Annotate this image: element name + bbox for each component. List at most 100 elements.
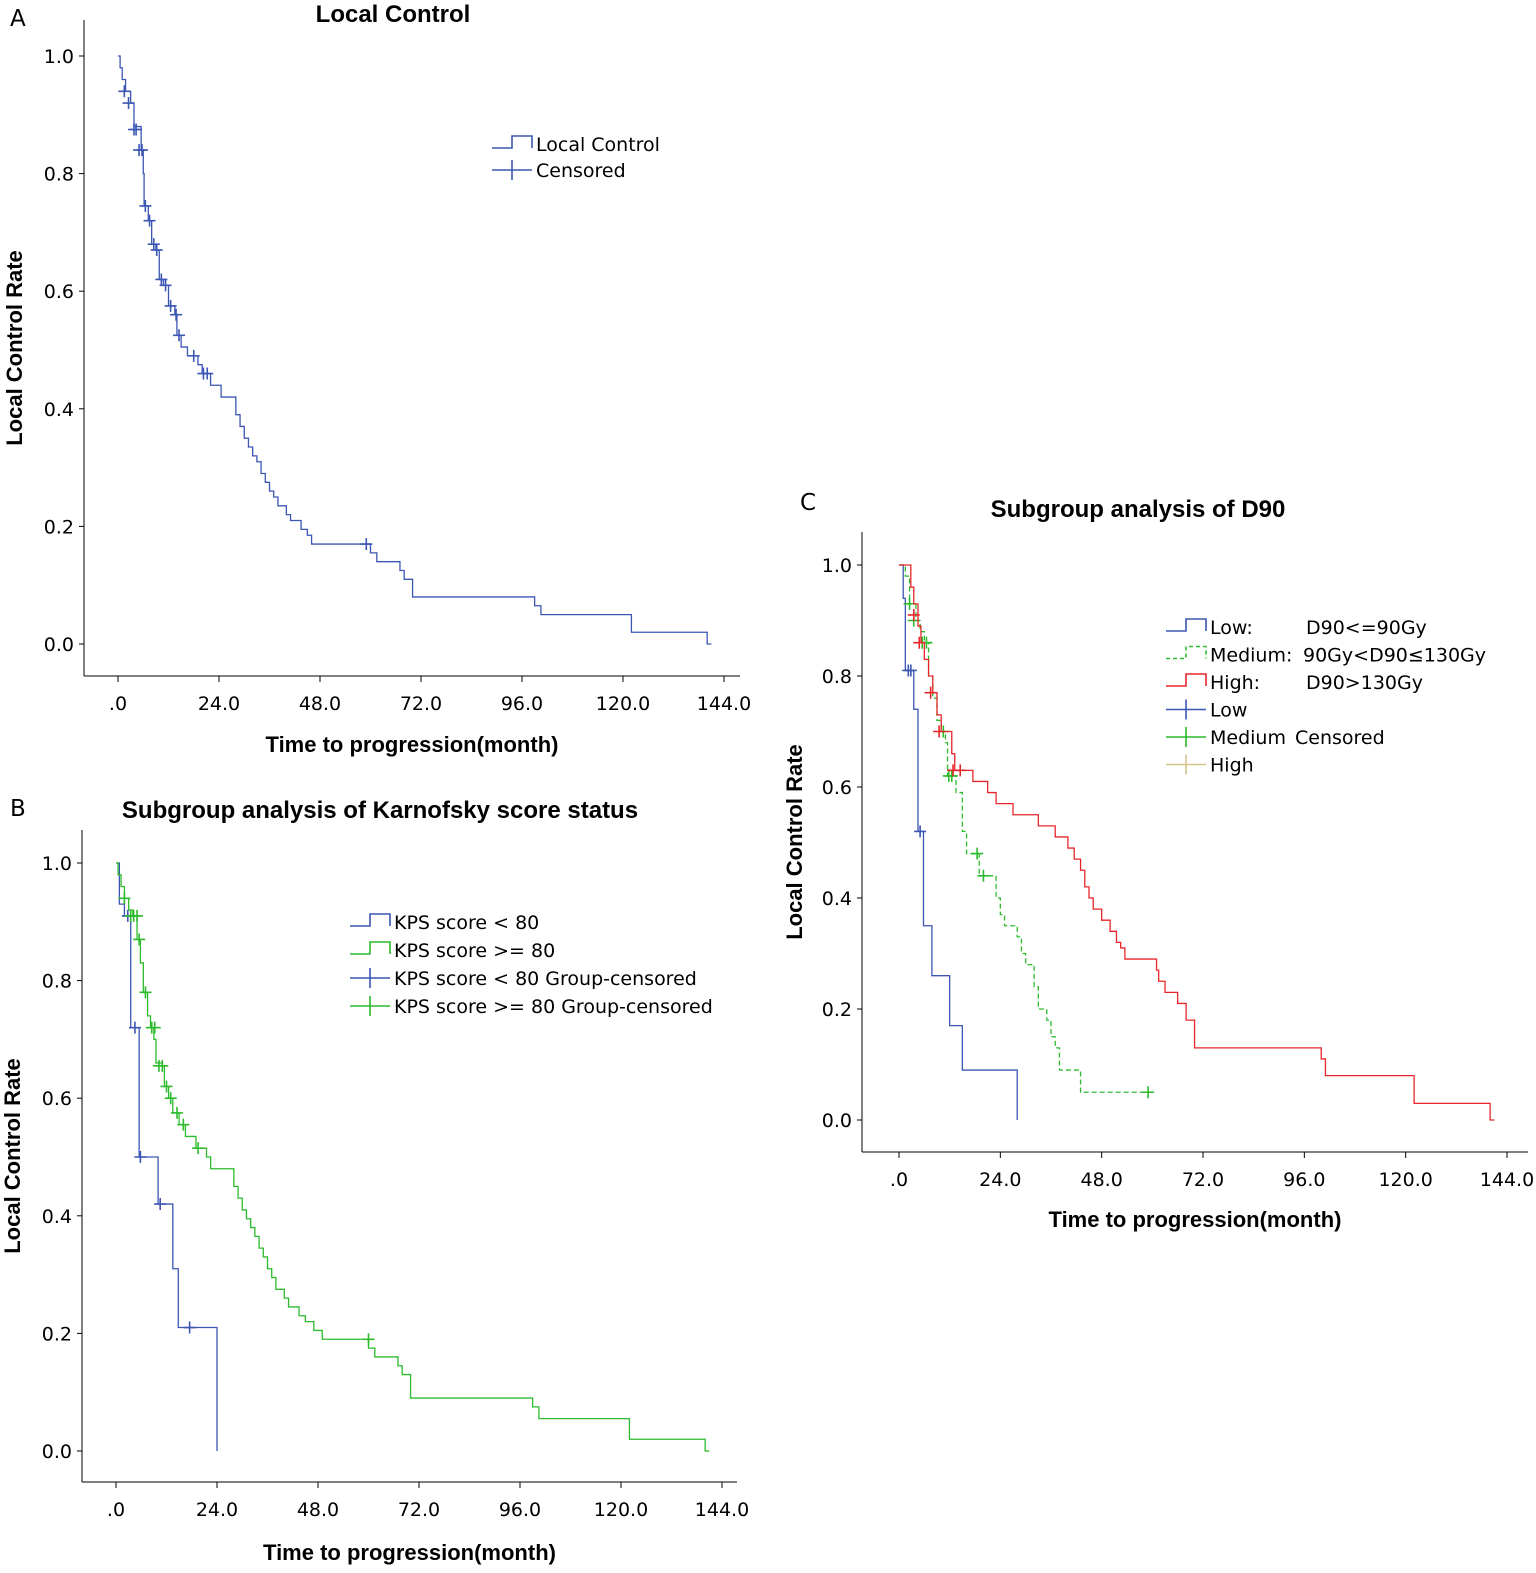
series-line-high: [899, 564, 1495, 1121]
censor-mark-medium: [977, 869, 990, 882]
y-tick-label: 0.6: [822, 777, 852, 799]
y-tick-label: 0.6: [44, 281, 74, 303]
series-line-local-control: [118, 55, 712, 645]
x-tick-label: 96.0: [499, 1499, 541, 1521]
chart-title: Subgroup analysis of D90: [991, 496, 1286, 523]
censor-mark-local-control: [147, 238, 160, 251]
censor-mark-kps-score-80: [171, 1106, 184, 1119]
y-tick-label: 0.0: [42, 1441, 72, 1463]
chart-title: Subgroup analysis of Karnofsky score sta…: [122, 797, 638, 824]
x-tick-label: 120.0: [596, 693, 650, 715]
legend-label: Low: [1210, 700, 1247, 722]
censor-mark-local-control: [360, 538, 373, 551]
series-line-kps-score-80: [116, 862, 710, 1452]
censor-mark-high: [907, 608, 920, 621]
y-tick-label: 0.2: [822, 999, 852, 1021]
censor-mark-local-control: [135, 144, 148, 157]
x-tick-label: 120.0: [594, 1499, 648, 1521]
censor-mark-kps-score-80: [156, 1059, 169, 1072]
censor-mark-local-control: [187, 349, 200, 362]
censor-mark-medium: [945, 769, 958, 782]
x-tick-label: 96.0: [1283, 1169, 1325, 1191]
censor-mark-medium: [1142, 1086, 1155, 1099]
censor-mark-local-control: [164, 299, 177, 312]
censor-mark-local-control: [139, 199, 152, 212]
x-tick-label: 72.0: [400, 693, 442, 715]
legend-desc: 90Gy<D90≤130Gy: [1303, 645, 1486, 667]
censor-mark-local-control: [173, 329, 186, 342]
legend-desc: Censored: [1295, 727, 1385, 749]
censor-mark-kps-score-80: [362, 1333, 375, 1346]
legend-symbol-cross: [1166, 754, 1206, 775]
censor-mark-low: [914, 825, 927, 838]
censor-mark-high: [913, 636, 926, 649]
x-tick-label: 48.0: [299, 693, 341, 715]
series-line-medium: [899, 564, 1153, 1093]
x-axis-label: Time to progression(month): [266, 732, 559, 757]
legend-label: Medium: [1210, 727, 1286, 749]
legend-symbol-cross: [492, 160, 532, 180]
legend: Local Control Censored: [492, 134, 660, 182]
x-tick-label: 24.0: [979, 1169, 1021, 1191]
legend-label: Local Control: [536, 134, 660, 156]
panel-letter-b: B: [10, 796, 26, 822]
censor-mark-kps-score-80: [154, 1198, 167, 1211]
x-tick-label: 144.0: [697, 693, 751, 715]
legend-symbol-step: [350, 913, 391, 927]
legend-symbol-cross: [350, 996, 390, 1016]
legend-label: Censored: [536, 160, 626, 182]
chart-b: Subgroup analysis of Karnofsky score sta…: [0, 797, 749, 1565]
panel-letter-a: A: [10, 6, 26, 32]
x-tick-label: 144.0: [695, 1499, 749, 1521]
y-tick-label: 0.8: [44, 164, 74, 186]
x-tick-label: 24.0: [196, 1499, 238, 1521]
legend-symbol-cross: [350, 968, 390, 988]
x-tick-label: 72.0: [398, 1499, 440, 1521]
series-line-low: [899, 564, 1018, 1120]
legend-symbol-cross: [1166, 727, 1206, 747]
y-tick-label: 1.0: [42, 853, 72, 875]
legend-label: Medium:: [1210, 645, 1292, 667]
y-axis-label: Local Control Rate: [782, 744, 807, 940]
censor-mark-high: [924, 686, 937, 699]
x-tick-label: 48.0: [1081, 1169, 1123, 1191]
x-tick-label: 72.0: [1182, 1169, 1224, 1191]
censor-mark-local-control: [130, 123, 143, 136]
censor-mark-medium: [971, 847, 984, 860]
censor-mark-kps-score-80: [134, 1151, 147, 1163]
y-tick-label: 0.8: [42, 971, 72, 993]
censor-mark-local-control: [150, 244, 163, 257]
legend-label: High: [1210, 755, 1254, 777]
y-tick-label: 0.6: [42, 1088, 72, 1110]
y-tick-label: 0.4: [44, 399, 74, 421]
y-tick-label: 0.2: [42, 1323, 72, 1345]
y-tick-label: 0.4: [42, 1206, 72, 1228]
legend-label: KPS score >= 80 Group-censored: [394, 996, 713, 1018]
panel-letter-c: C: [800, 490, 817, 516]
y-tick-label: 0.0: [44, 634, 74, 656]
legend-label: KPS score < 80: [394, 912, 539, 934]
legend-label: KPS score < 80 Group-censored: [394, 968, 697, 990]
chart-c: Subgroup analysis of D90 .0 24.0 48.0 72.0 96…: [782, 496, 1534, 1232]
x-tick-label: 96.0: [501, 693, 543, 715]
legend-symbol-step: [1166, 673, 1207, 687]
legend: KPS score < 80 KPS score >= 80 KPS score <…: [350, 912, 713, 1018]
x-tick-label: .0: [109, 693, 127, 715]
x-tick-label: 144.0: [1480, 1169, 1534, 1191]
censor-mark-local-control: [170, 308, 183, 321]
y-tick-label: 1.0: [822, 555, 852, 577]
legend-symbol-step: [492, 135, 533, 149]
legend: Low: D90<=90Gy Medium: 90Gy<D90≤130Gy High: D…: [1166, 617, 1486, 777]
y-axis-label: Local Control Rate: [0, 1058, 25, 1254]
y-axis-label: Local Control Rate: [2, 250, 27, 446]
legend-label: Low:: [1210, 617, 1253, 639]
censor-mark-kps-score-80: [139, 986, 152, 999]
x-axis-label: Time to progression(month): [1049, 1207, 1342, 1232]
censor-mark-local-control: [143, 214, 156, 227]
censor-mark-local-control: [122, 97, 135, 110]
legend-desc: D90<=90Gy: [1306, 617, 1427, 639]
legend-symbol-step: [1166, 645, 1207, 660]
y-tick-label: 0.0: [822, 1110, 852, 1132]
censor-mark-kps-score-80: [183, 1321, 196, 1334]
